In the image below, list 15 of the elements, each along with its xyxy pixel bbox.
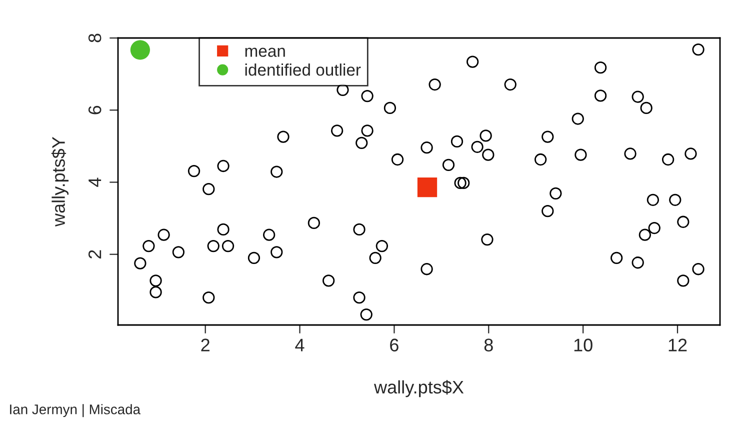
y-tick-label: 2 (88, 250, 102, 258)
x-tick-label: 6 (390, 338, 398, 352)
y-axis-title: wally.pts$Y (51, 136, 69, 227)
x-tick-label: 10 (574, 338, 592, 352)
text: Ian Jermyn | Miscada (10, 404, 141, 418)
y-tick-label: 8 (88, 34, 102, 42)
x-tick-label: 12 (668, 338, 687, 352)
y-tick-label: 6 (88, 106, 102, 114)
x-axis-title: wally.pts$X (374, 380, 464, 398)
legend-label: mean (245, 48, 285, 57)
x-tick-label: 4 (295, 338, 304, 352)
x-tick-label: 2 (201, 338, 210, 352)
y-tick-label: 4 (88, 178, 102, 187)
legend-label: identified outlier (245, 64, 361, 76)
x-tick-label: 8 (484, 338, 493, 352)
